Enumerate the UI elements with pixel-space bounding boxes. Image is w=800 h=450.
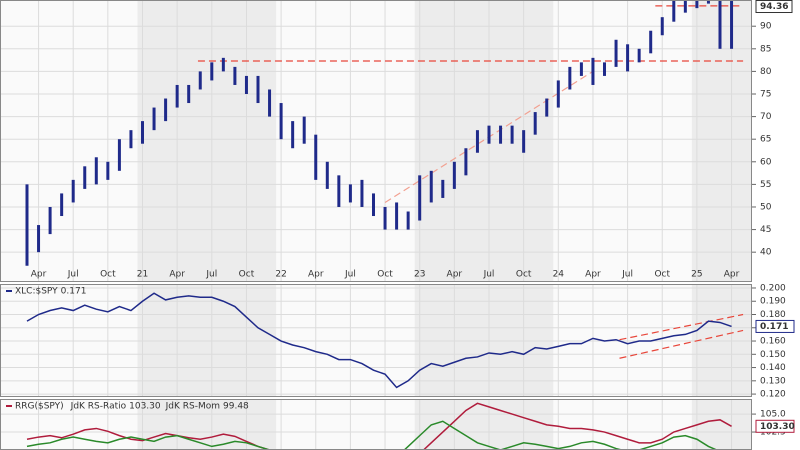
last-value-label: 103.30 (760, 422, 795, 432)
x-tick-label: 24 (553, 270, 565, 280)
panel-border (0, 284, 752, 397)
y-tick-label: 40 (760, 248, 772, 258)
x-tick-label: Oct (516, 270, 532, 280)
series-line (26, 292, 732, 389)
x-tick-label: Oct (100, 270, 116, 280)
panel-bg (0, 0, 752, 282)
x-tick-label: Jul (67, 270, 79, 280)
y-tick-label: 0.200 (760, 283, 786, 293)
y-tick-label: 55 (760, 180, 771, 190)
x-tick-label: Apr (308, 270, 324, 280)
y-tick-label: 70 (760, 112, 772, 122)
last-value-label: 94.36 (760, 2, 788, 12)
legend-value: 99.48 (223, 402, 249, 412)
panel-title: RRG($SPY) (15, 402, 64, 412)
legend-value: 103.30 (129, 402, 161, 412)
x-tick-label: Apr (31, 270, 47, 280)
last-value-box (755, 419, 795, 433)
legend-swatch (6, 290, 12, 292)
y-tick-label: 0.180 (760, 310, 786, 320)
x-tick-label: 22 (275, 270, 286, 280)
y-tick-label: 65 (760, 135, 771, 145)
y-tick-label: 0.140 (760, 363, 786, 373)
y-tick-label: 80 (760, 67, 772, 77)
x-tick-label: Jul (205, 270, 217, 280)
panel-border (0, 0, 752, 282)
panel (0, 399, 752, 450)
x-tick-label: Apr (724, 270, 740, 280)
y-tick-label: 105.0 (760, 410, 786, 420)
panel (0, 0, 752, 282)
x-tick-label: 25 (691, 270, 702, 280)
legend-name: JdK RS-Mom (165, 402, 220, 412)
year-shade (414, 0, 554, 282)
x-tick-label: Jul (483, 270, 495, 280)
y-tick-label: 0.190 (760, 297, 786, 307)
year-shade (691, 0, 752, 282)
x-tick-label: 23 (414, 270, 425, 280)
legend-value: 0.171 (61, 287, 87, 297)
x-tick-label: Oct (239, 270, 255, 280)
y-tick-label: 85 (760, 44, 771, 54)
panel-bg (0, 284, 752, 397)
year-shade (414, 284, 554, 397)
trend-line (619, 329, 744, 359)
year-shade (691, 284, 752, 397)
x-tick-label: Apr (447, 270, 463, 280)
last-value-label: 0.171 (760, 322, 788, 332)
x-tick-label: Jul (344, 270, 356, 280)
x-tick-label: 21 (137, 270, 148, 280)
y-tick-label: 60 (760, 157, 772, 167)
legend-name: JdK RS-Ratio (70, 402, 127, 412)
y-tick-label: 0.150 (760, 350, 786, 360)
last-value-box (755, 319, 795, 333)
legend-name: XLC:$SPY (15, 287, 58, 297)
x-tick-label: Jul (621, 270, 633, 280)
year-shade (137, 284, 277, 397)
trend-line (619, 313, 744, 341)
y-tick-label: 0.160 (760, 337, 786, 347)
series-line (26, 420, 719, 450)
year-shade (137, 0, 277, 282)
panel (0, 284, 752, 397)
legend-swatch (6, 405, 12, 407)
y-tick-label: 90 (760, 22, 772, 32)
y-tick-label: 45 (760, 225, 771, 235)
y-tick-label: 75 (760, 90, 771, 100)
last-value-box (755, 0, 793, 14)
x-tick-label: Oct (377, 270, 393, 280)
y-tick-label: 0.130 (760, 376, 786, 386)
x-tick-label: Apr (169, 270, 185, 280)
year-shade (137, 399, 277, 450)
panel-bg (0, 399, 752, 450)
y-tick-label: 0.120 (760, 390, 786, 400)
year-shade (414, 399, 554, 450)
y-tick-label: 50 (760, 202, 772, 212)
x-tick-label: Apr (585, 270, 601, 280)
x-tick-label: Oct (654, 270, 670, 280)
